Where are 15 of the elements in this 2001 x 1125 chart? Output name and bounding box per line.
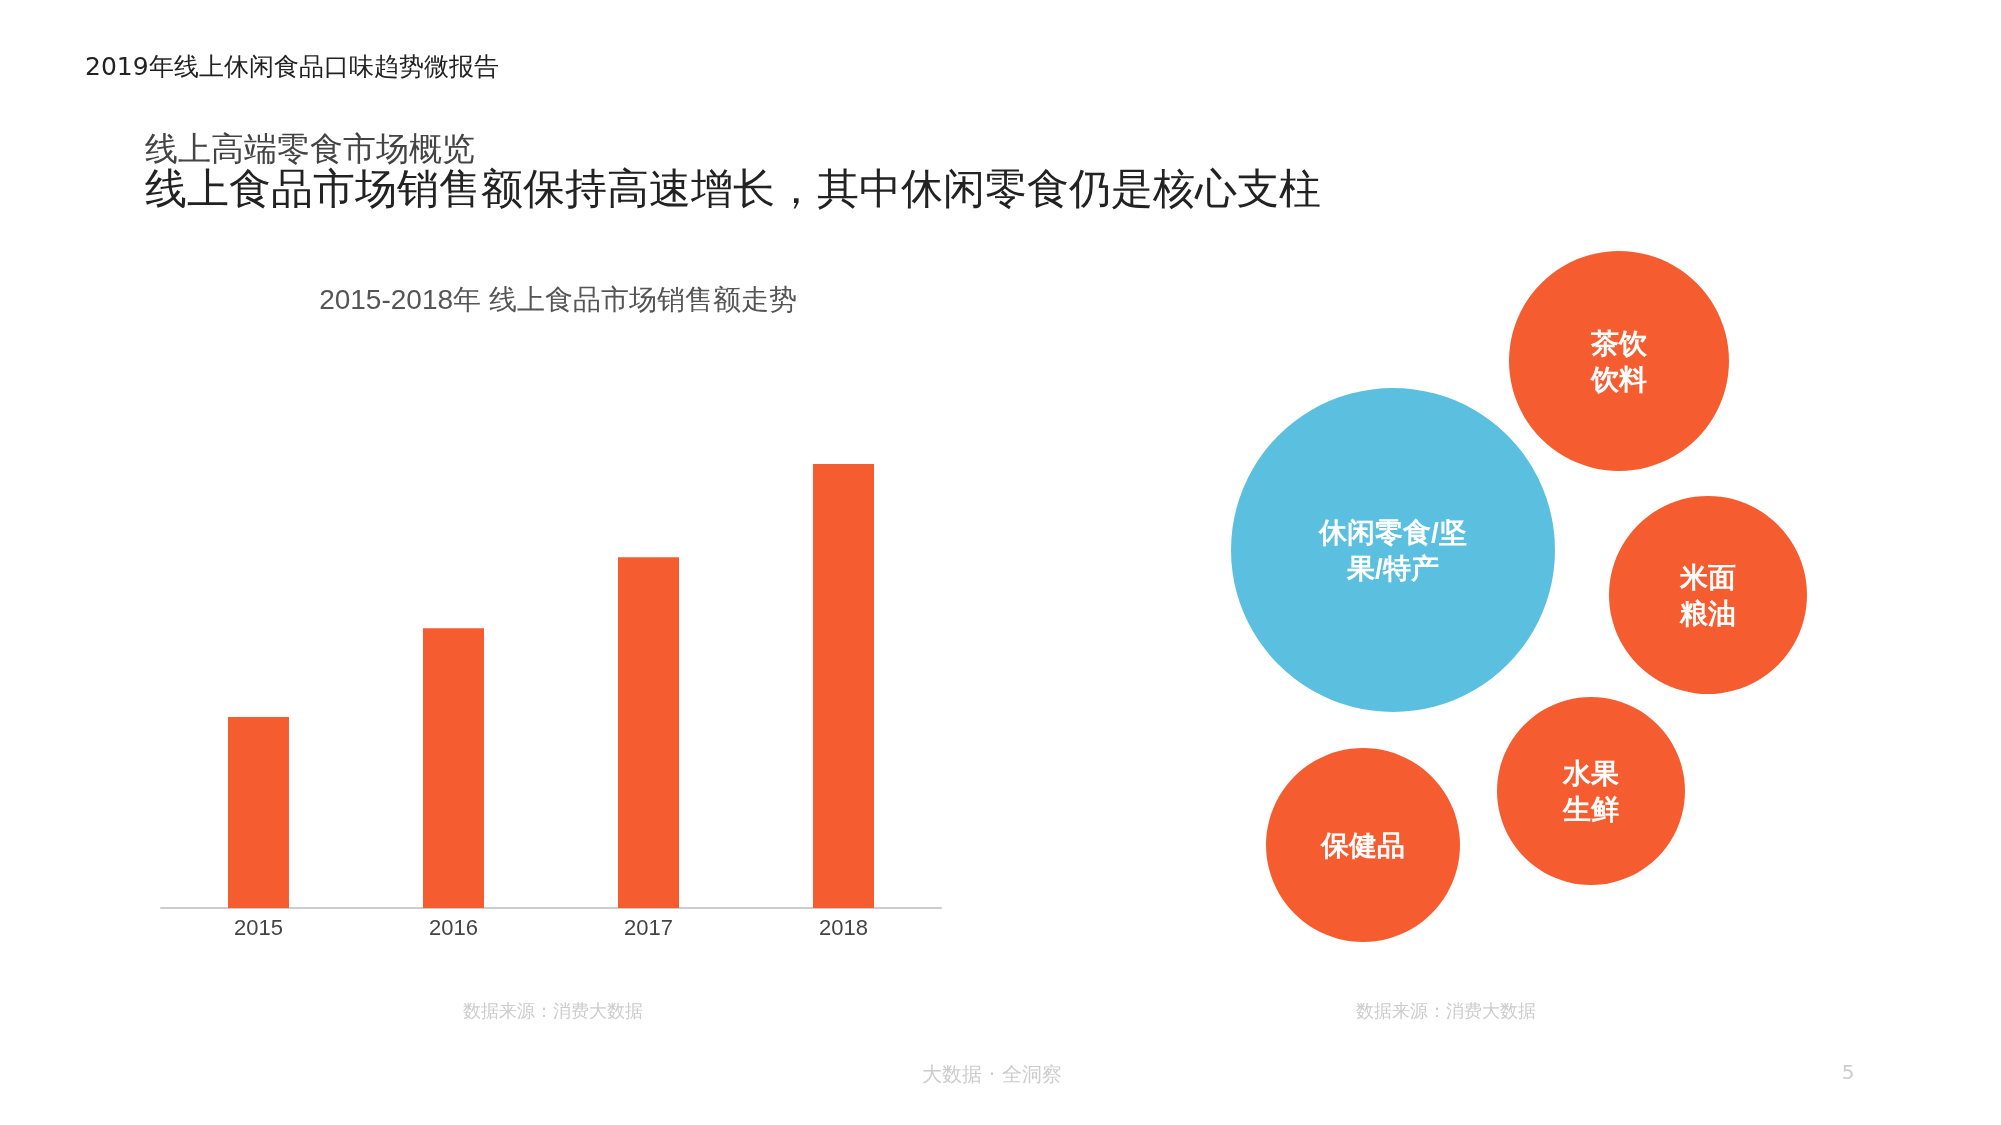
x-tick-label: 2015	[234, 914, 283, 940]
x-tick-label: 2017	[624, 914, 673, 940]
category-label: 保健品	[1320, 829, 1405, 861]
bar	[813, 464, 874, 908]
bar	[228, 717, 289, 908]
bar	[618, 557, 679, 908]
text: 2019年线上休闲食品口味趋势微报告	[85, 52, 499, 81]
chart-title: 2015-2018年 线上食品市场销售额走势	[319, 283, 797, 315]
x-tick-label: 2016	[429, 914, 478, 940]
category-label: 米面粮油	[1679, 561, 1736, 629]
category-label: 茶饮饮料	[1590, 327, 1648, 395]
category-label: 休闲零食/坚果/特产	[1318, 516, 1467, 584]
bar	[423, 628, 484, 908]
x-tick-label: 2018	[819, 914, 868, 940]
category-label: 水果生鲜	[1562, 757, 1619, 825]
